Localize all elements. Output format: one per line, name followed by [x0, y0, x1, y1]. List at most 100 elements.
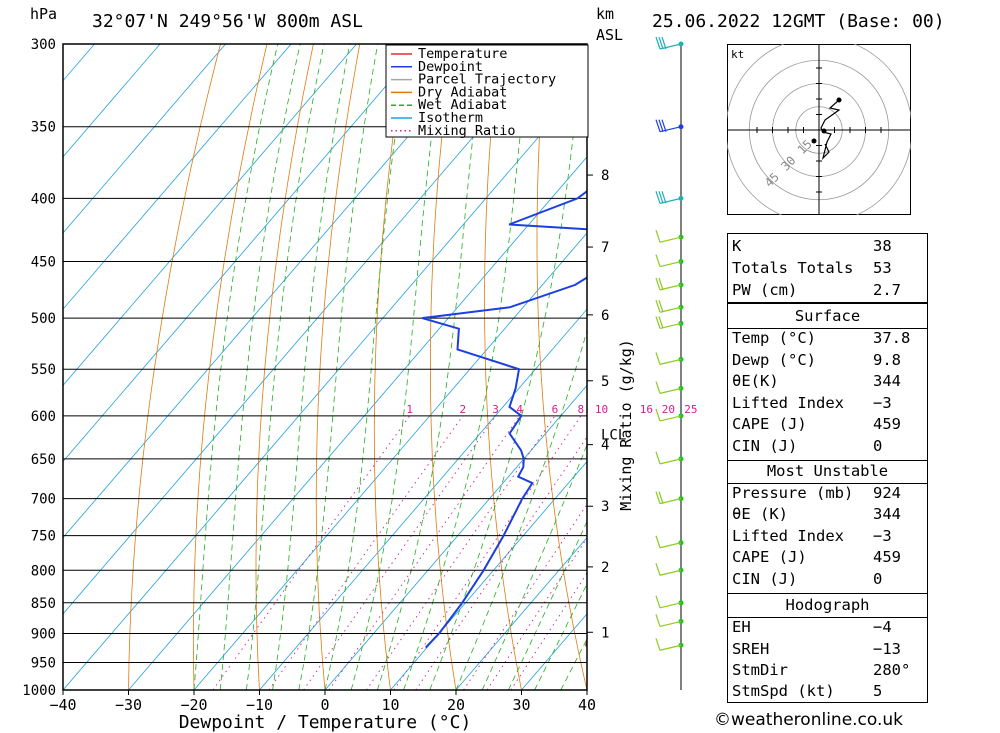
mu-row-cin: CIN (J) 0	[732, 570, 883, 588]
wind-barb-flag	[658, 316, 664, 329]
wind-barb	[659, 498, 682, 505]
dry-adiabat-line	[536, 44, 587, 690]
surface-row-thetae: θE(K) 344	[732, 372, 901, 390]
wind-barb-flag	[655, 563, 661, 576]
km-tick-label: 2	[601, 560, 609, 576]
hodo-row-sreh: SREH −13	[732, 640, 901, 658]
hodograph-unit-label: kt	[731, 48, 744, 61]
wind-barb	[659, 387, 682, 394]
mixing-ratio-label: 3	[492, 403, 499, 416]
mu-row-li: Lifted Index −3	[732, 527, 892, 545]
hodo-title: Hodograph	[785, 596, 870, 614]
x-tick-label: −20	[180, 696, 207, 714]
legend-label: Dry Adiabat	[418, 84, 507, 100]
wind-barb	[659, 306, 682, 313]
wind-barb-flag	[655, 316, 661, 329]
mixing-ratio-label: 20	[662, 403, 675, 416]
wind-barb-flag	[655, 352, 661, 365]
hodo-row-eh: EH −4	[732, 618, 892, 636]
lcl-label: LCL	[601, 427, 626, 443]
wind-barb-flag	[655, 451, 661, 465]
surface-row-li: Lifted Index −3	[732, 394, 892, 412]
pressure-tick-label: 350	[31, 120, 56, 136]
mixing-ratio-line	[510, 572, 587, 690]
mu-title: Most Unstable	[766, 462, 889, 480]
wind-barb-flag	[658, 491, 664, 504]
km-unit-label: km	[596, 5, 615, 23]
wind-barb	[659, 236, 682, 243]
wind-barb	[659, 620, 682, 627]
wind-barb-flag	[658, 300, 664, 313]
pressure-tick-label: 750	[31, 529, 56, 545]
dry-adiabat-line	[484, 44, 522, 690]
pressure-tick-label: 850	[31, 596, 56, 612]
pressure-tick-label: 600	[31, 409, 56, 425]
wind-barb-flag	[655, 277, 661, 291]
legend-label: Mixing Ratio	[418, 123, 516, 139]
mixing-ratio-line	[212, 415, 411, 690]
km-tick-label: 6	[601, 308, 609, 324]
dry-adiabat-line	[637, 44, 718, 690]
mixing-ratio-label: 1	[406, 403, 413, 416]
hodograph-top-point	[836, 97, 842, 103]
isotherm-line	[63, 44, 226, 234]
mu-row-pressure: Pressure (mb) 924	[732, 484, 901, 502]
wind-barb-flag	[655, 381, 661, 394]
surface-title: Surface	[794, 307, 861, 325]
wind-barb	[659, 197, 682, 204]
mixing-ratio-axis-label: Mixing Ratio (g/kg)	[617, 339, 635, 511]
isotherm-line	[63, 44, 292, 310]
mixing-ratio-line	[268, 415, 464, 690]
km-tick-label: 4	[601, 438, 609, 454]
wet-adiabat-line	[246, 44, 325, 690]
mixing-ratio-label: 4	[516, 403, 523, 416]
wet-adiabat-line	[219, 44, 301, 690]
credit-link[interactable]: ©weatheronline.co.uk	[714, 710, 904, 730]
wind-barb-flag	[658, 36, 664, 50]
pressure-tick-label: 550	[31, 362, 56, 378]
wind-barb-flag	[655, 36, 661, 50]
pressure-tick-label: 700	[31, 492, 56, 508]
legend-box	[385, 44, 589, 138]
x-axis-title: Dewpoint / Temperature (°C)	[179, 712, 472, 733]
x-tick-label: 40	[578, 696, 596, 714]
wet-adiabat-line	[350, 44, 445, 690]
wind-barb-flag	[658, 277, 664, 291]
dry-adiabat-line	[917, 44, 1000, 690]
wind-barb	[659, 126, 682, 133]
wind-barb	[659, 569, 682, 576]
isotherm-line	[259, 308, 587, 690]
km-tick-label: 3	[601, 499, 609, 515]
hodo-row-stmdir: StmDir 280°	[732, 661, 911, 679]
dry-adiabat-line	[315, 44, 361, 690]
wind-barb	[659, 284, 682, 291]
km-tick-label: 7	[601, 240, 609, 256]
datetime-title: 25.06.2022 12GMT (Base: 00)	[652, 11, 945, 32]
x-tick-label: 30	[512, 696, 530, 714]
wind-barb	[659, 260, 682, 268]
legend-label: Dewpoint	[418, 59, 483, 75]
wet-adiabat-line	[272, 44, 351, 690]
plot-frame	[62, 43, 588, 691]
km-tick-label: 8	[601, 168, 609, 184]
wind-barb-flag	[655, 638, 661, 651]
surface-row-cape: CAPE (J) 459	[732, 415, 901, 433]
dry-adiabat-line	[964, 44, 1000, 690]
parcel-trajectory-series	[594, 44, 730, 648]
mu-row-thetae: θE (K) 344	[732, 505, 901, 523]
wind-barb-flag	[661, 191, 667, 204]
hodograph-surface-point	[821, 128, 827, 134]
legend-label: Wet Adiabat	[418, 97, 507, 113]
pressure-tick-label: 300	[31, 37, 56, 53]
wind-barb	[659, 358, 682, 365]
wind-barb-flag	[655, 254, 661, 267]
isotherm-line	[63, 44, 161, 158]
wind-barb-flag	[655, 300, 661, 313]
isotherm-line	[193, 232, 587, 690]
x-tick-label: −40	[49, 696, 76, 714]
mu-row-cape: CAPE (J) 459	[732, 548, 901, 566]
pressure-tick-label: 800	[31, 563, 56, 579]
isotherm-line	[63, 44, 423, 463]
pressure-tick-label: 650	[31, 452, 56, 468]
isotherm-line	[128, 156, 587, 690]
